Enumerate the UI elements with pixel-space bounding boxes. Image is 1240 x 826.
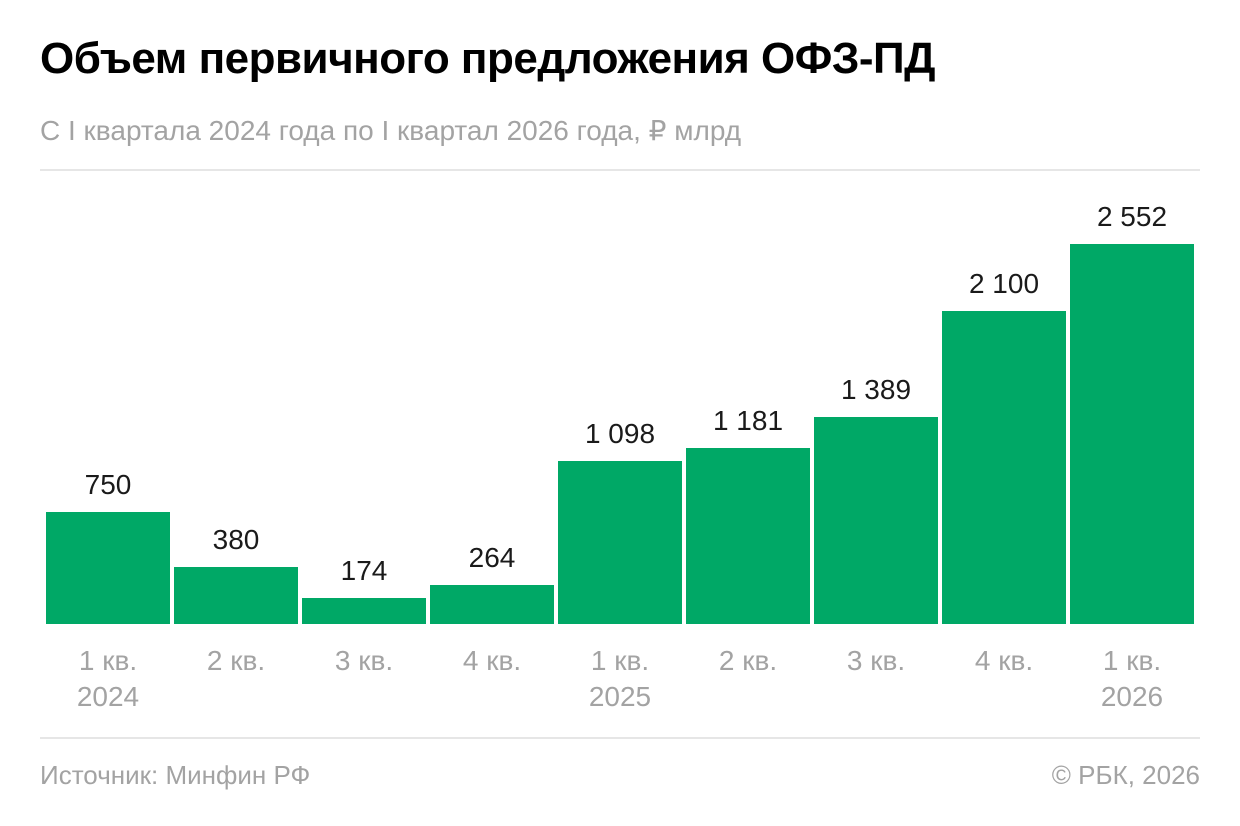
value-label: 750 xyxy=(85,469,132,500)
value-label: 2 552 xyxy=(1097,201,1167,232)
category-year-label: 2025 xyxy=(589,681,651,712)
category-label: 3 кв. xyxy=(335,645,393,676)
value-label: 1 181 xyxy=(713,405,783,436)
chart-title: Объем первичного предложения ОФЗ-ПД xyxy=(40,34,936,83)
category-label: 2 кв. xyxy=(207,645,265,676)
top-divider xyxy=(40,169,1200,171)
bar-9 xyxy=(1070,244,1194,624)
value-label: 1 389 xyxy=(841,374,911,405)
category-label: 4 кв. xyxy=(975,645,1033,676)
bar-3 xyxy=(302,598,426,624)
bar-7 xyxy=(814,417,938,624)
bottom-divider xyxy=(40,737,1200,739)
chart-subtitle: С I квартала 2024 года по I квартал 2026… xyxy=(40,115,742,146)
category-label: 3 кв. xyxy=(847,645,905,676)
category-label: 4 кв. xyxy=(463,645,521,676)
bar-5 xyxy=(558,461,682,624)
value-label: 2 100 xyxy=(969,268,1039,299)
category-label: 1 кв. xyxy=(591,645,649,676)
bar-4 xyxy=(430,585,554,624)
bar-8 xyxy=(942,311,1066,624)
bar-6 xyxy=(686,448,810,624)
source-note: Источник: Минфин РФ xyxy=(40,760,311,790)
category-year-label: 2026 xyxy=(1101,681,1163,712)
bar-1 xyxy=(46,512,170,624)
value-label: 264 xyxy=(469,542,516,573)
category-label: 1 кв. xyxy=(79,645,137,676)
value-label: 174 xyxy=(341,555,388,586)
value-label: 1 098 xyxy=(585,418,655,449)
bar-2 xyxy=(174,567,298,624)
category-year-label: 2024 xyxy=(77,681,139,712)
value-label: 380 xyxy=(213,524,260,555)
copyright-note: © РБК, 2026 xyxy=(1051,760,1200,790)
category-label: 1 кв. xyxy=(1103,645,1161,676)
category-label: 2 кв. xyxy=(719,645,777,676)
